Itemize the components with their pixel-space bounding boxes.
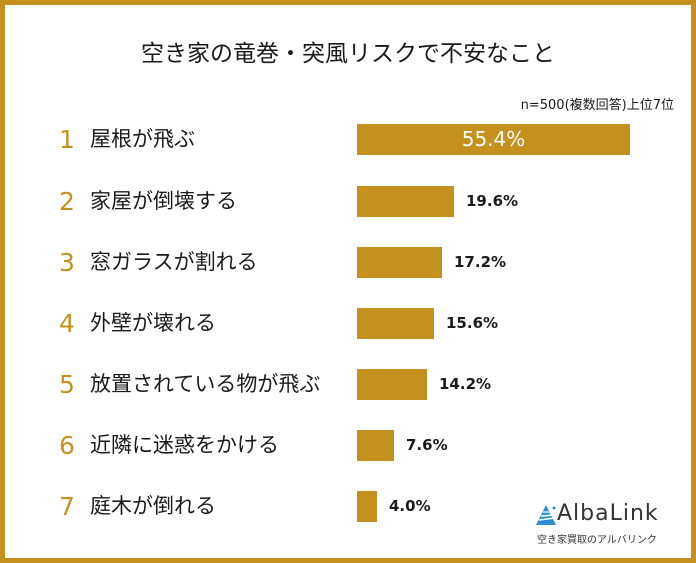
category-label: 窓ガラスが割れる bbox=[90, 250, 258, 274]
rank-number: 6 bbox=[59, 431, 75, 460]
rank-number: 7 bbox=[59, 492, 75, 521]
chart-title: 空き家の竜巻・突風リスクで不安なこと bbox=[141, 41, 555, 67]
value-label: 4.0% bbox=[389, 497, 431, 515]
bar-row: 6 近隣に迷惑をかける 7.6% bbox=[0, 430, 696, 461]
bar bbox=[357, 186, 454, 217]
logo-name: AlbaLink bbox=[557, 501, 659, 526]
bar bbox=[357, 308, 434, 339]
bar-row: 4 外壁が壊れる 15.6% bbox=[0, 308, 696, 339]
value-label: 14.2% bbox=[439, 375, 492, 393]
bar-row: 3 窓ガラスが割れる 17.2% bbox=[0, 247, 696, 278]
bar bbox=[357, 124, 630, 155]
value-label: 7.6% bbox=[406, 436, 448, 454]
value-label: 17.2% bbox=[454, 253, 507, 271]
category-label: 家屋が倒壊する bbox=[90, 189, 237, 213]
bar-row: 5 放置されている物が飛ぶ 14.2% bbox=[0, 369, 696, 400]
rank-number: 2 bbox=[59, 187, 75, 216]
category-label: 屋根が飛ぶ bbox=[90, 127, 195, 151]
bar-row: 7 庭木が倒れる 4.0% bbox=[0, 491, 696, 522]
bar bbox=[357, 491, 377, 522]
albalink-logo-icon bbox=[536, 505, 556, 525]
rank-number: 5 bbox=[59, 370, 75, 399]
bar bbox=[357, 430, 394, 461]
category-label: 庭木が倒れる bbox=[90, 494, 216, 518]
category-label: 放置されている物が飛ぶ bbox=[90, 372, 321, 396]
rank-number: 4 bbox=[59, 309, 75, 338]
logo-tagline: 空き家買取のアルバリンク bbox=[537, 535, 657, 546]
value-label: 19.6% bbox=[466, 192, 519, 210]
sample-note: n=500(複数回答)上位7位 bbox=[520, 98, 674, 113]
category-label: 外壁が壊れる bbox=[90, 311, 216, 335]
category-label: 近隣に迷惑をかける bbox=[90, 433, 279, 457]
value-label: 15.6% bbox=[446, 314, 499, 332]
value-label: 55.4% bbox=[461, 127, 526, 151]
rank-number: 1 bbox=[59, 125, 75, 154]
rank-number: 3 bbox=[59, 248, 75, 277]
bar-row: 1 屋根が飛ぶ 55.4% bbox=[0, 124, 696, 155]
bar bbox=[357, 369, 427, 400]
bar bbox=[357, 247, 442, 278]
bar-row: 2 家屋が倒壊する 19.6% bbox=[0, 186, 696, 217]
